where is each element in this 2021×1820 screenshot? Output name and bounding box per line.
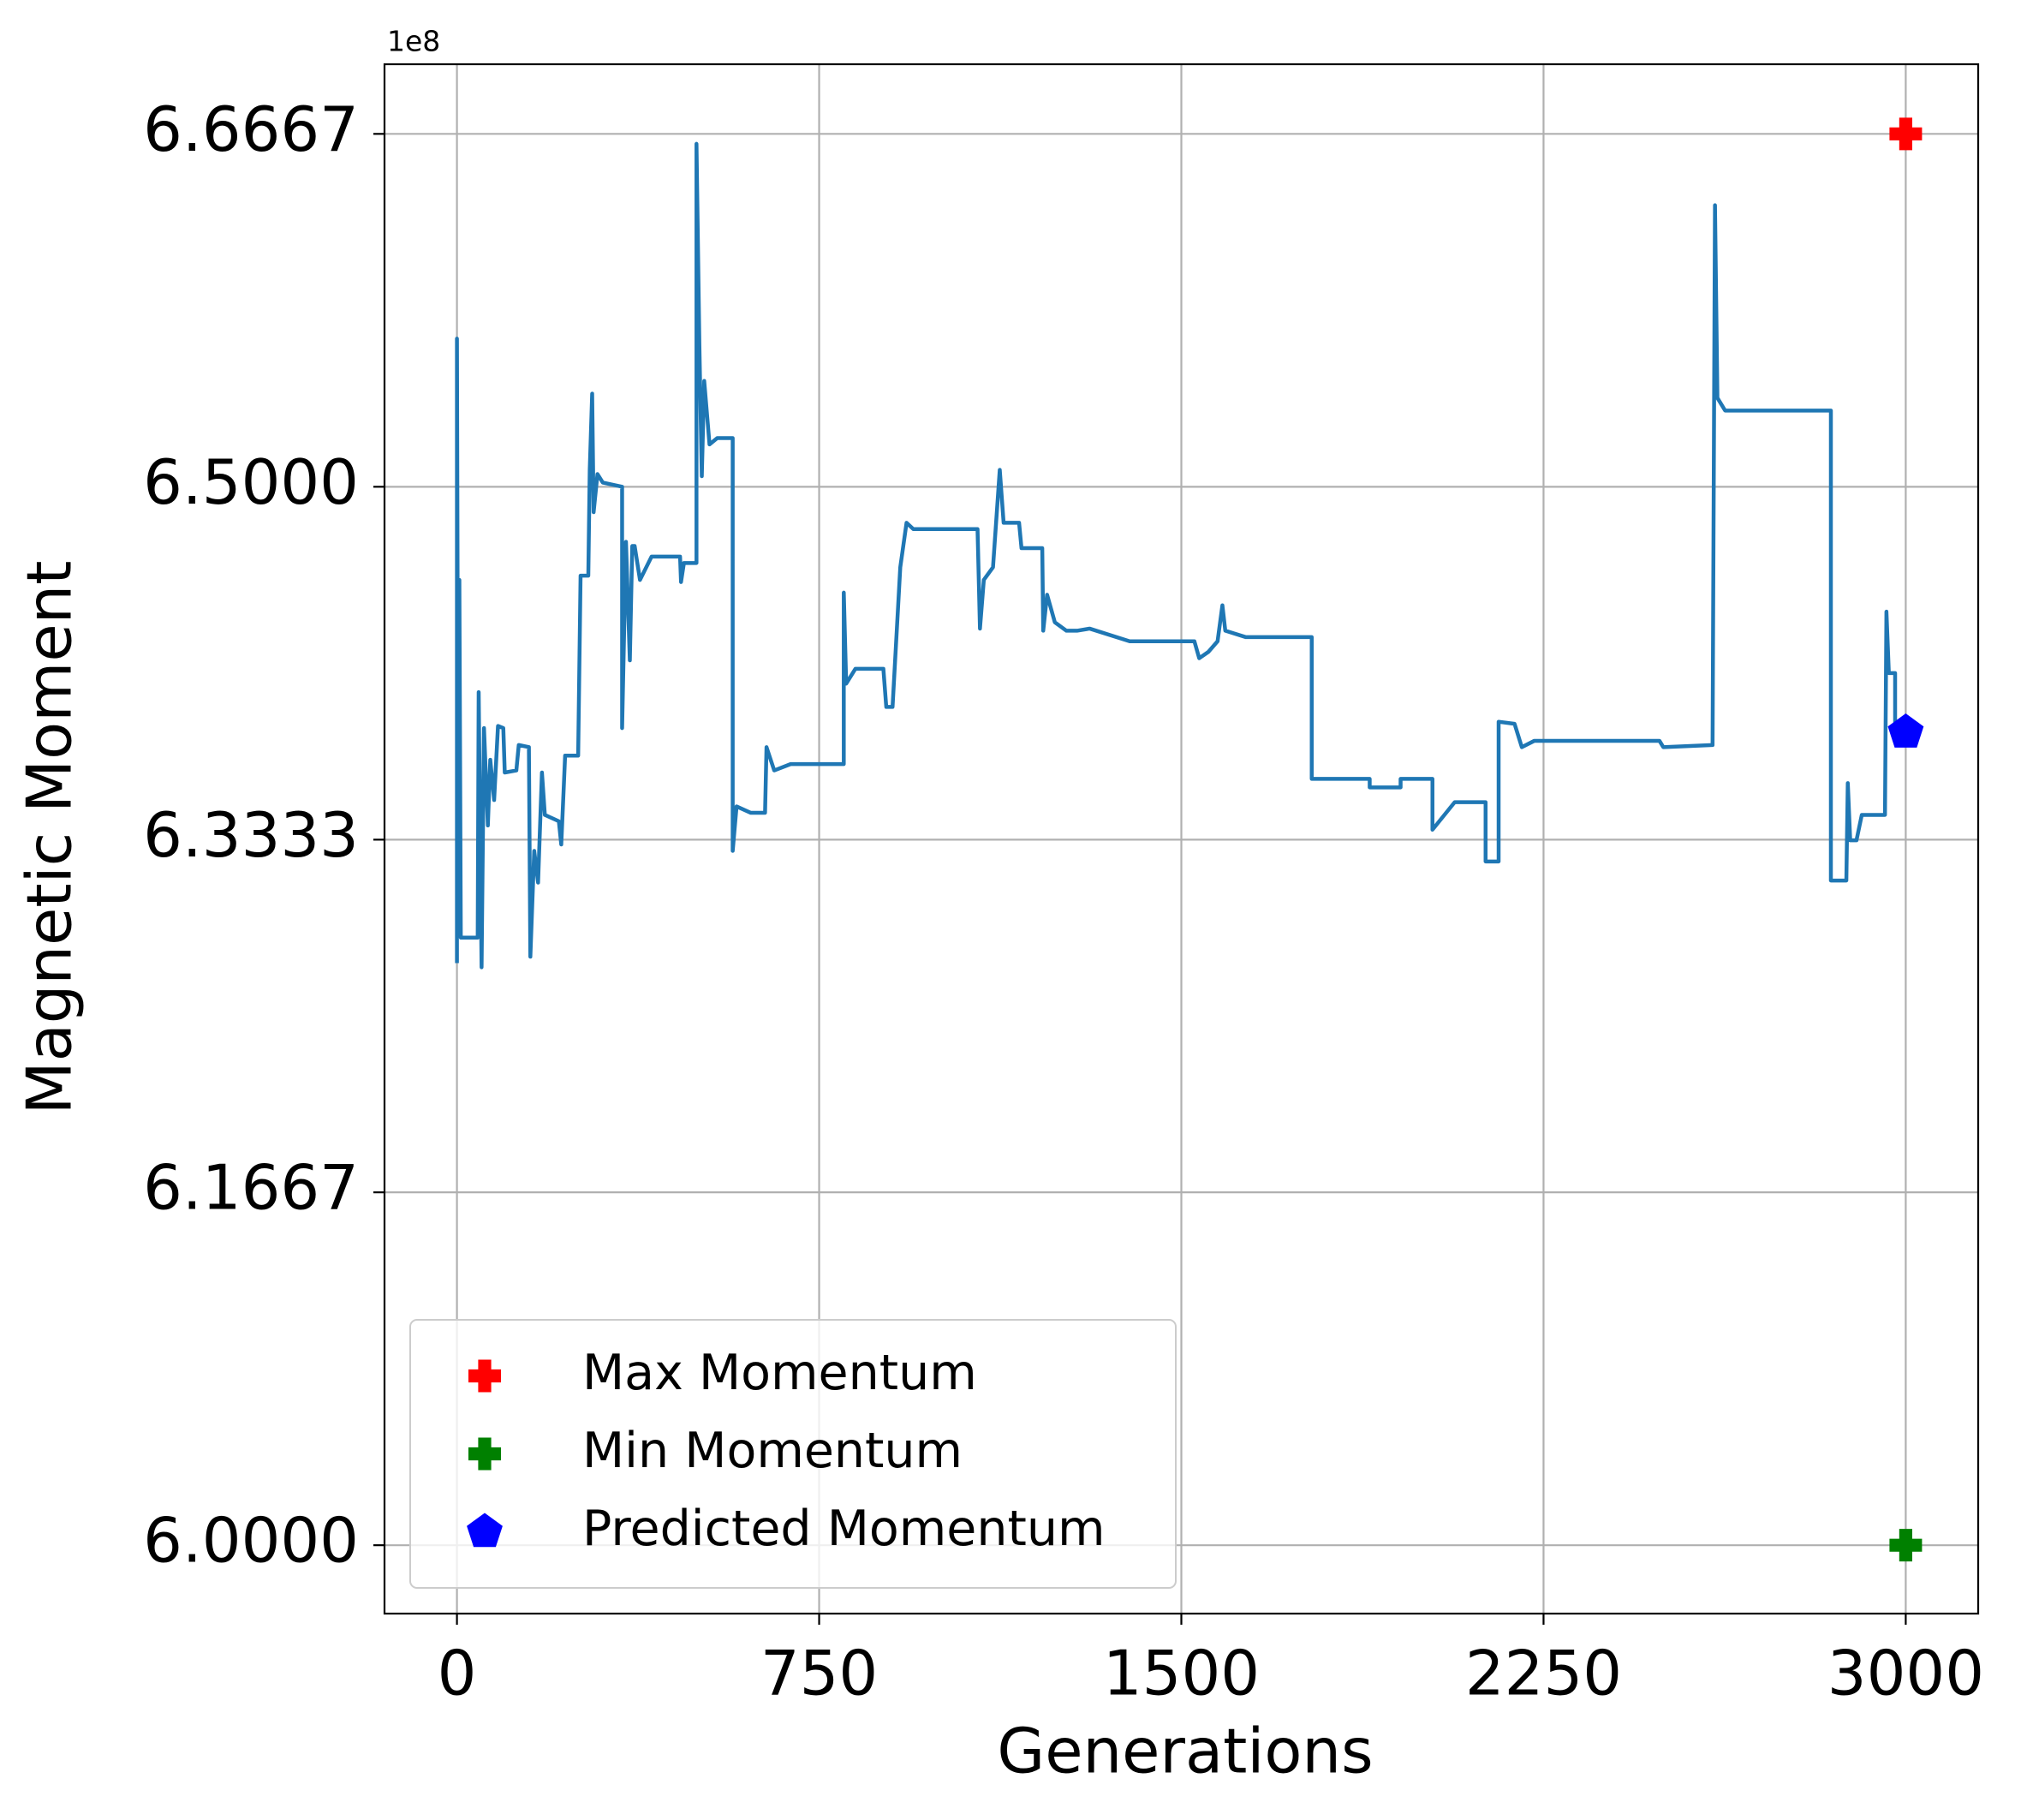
legend-marker [468,1437,501,1471]
plot-frame [383,63,1980,1615]
data-line [455,141,1898,970]
legend-marker [468,1359,501,1393]
x-tick-label: 2250 [1465,1638,1622,1710]
legend-marker [467,1513,503,1548]
legend-label: Min Momentum [582,1423,963,1479]
y-tick-label: 6.6667 [143,93,359,165]
legend-label: Max Momentum [582,1345,977,1401]
x-tick-label: 0 [438,1638,477,1710]
y-tick-label: 6.0000 [143,1505,359,1577]
x-tick-label: 3000 [1827,1638,1984,1710]
x-axis-label: Generations [997,1716,1373,1787]
x-tick-label: 750 [760,1638,878,1710]
x-tick-label: 1500 [1103,1638,1260,1710]
marker-point [1889,1529,1923,1562]
marker-point [1889,117,1923,151]
y-tick-label: 6.5000 [143,446,359,518]
offset-text: 1e8 [387,25,440,58]
y-tick-label: 6.3333 [143,799,359,871]
legend-box [409,1319,1177,1589]
y-tick-label: 6.1667 [143,1152,359,1224]
legend-label: Predicted Momentum [582,1501,1105,1557]
legend: Max Momentum Min Momentum Predicted Moment… [409,1319,1177,1589]
y-axis-label: Magnetic Moment [14,560,86,1114]
marker-point [1887,713,1924,748]
